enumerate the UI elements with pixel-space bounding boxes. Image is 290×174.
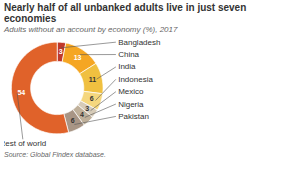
- html-text:Nearly half of all unbanked ad: Nearly half of all unbanked adults live …: [4, 2, 247, 24]
- svg-text:11: 11: [89, 76, 97, 83]
- svg-text:6: 6: [71, 117, 75, 124]
- svg-text:6: 6: [90, 95, 94, 102]
- svg-text:54: 54: [17, 89, 25, 96]
- svg-text:India: India: [118, 62, 136, 71]
- svg-text:3: 3: [59, 48, 63, 55]
- svg-text:4: 4: [80, 111, 84, 118]
- svg-text:Bangladesh: Bangladesh: [118, 38, 160, 47]
- svg-text:Pakistan: Pakistan: [118, 112, 149, 121]
- svg-text:Rest of world: Rest of world: [4, 139, 46, 148]
- svg-text:3: 3: [85, 105, 89, 112]
- svg-text:Mexico: Mexico: [118, 87, 144, 96]
- svg-text:Indonesia: Indonesia: [118, 75, 153, 84]
- svg-text:China: China: [118, 50, 139, 59]
- html-text:Source: Global Findex database: Source: Global Findex database.: [4, 151, 106, 158]
- html-text:Adults without an account by e: Adults without an account by economy (%)…: [4, 25, 178, 34]
- svg-text:13: 13: [74, 54, 82, 61]
- svg-text:Nigeria: Nigeria: [118, 100, 144, 109]
